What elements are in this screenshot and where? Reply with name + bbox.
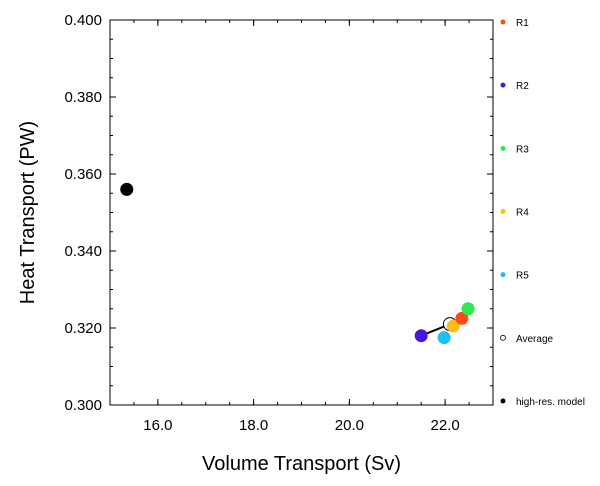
legend-marker-r4 <box>500 209 506 214</box>
legend: R1 R2 R3 R4 R5 Average high-res. model <box>500 18 585 408</box>
legend-label-average: Average <box>516 334 554 345</box>
x-tick-label: 16.0 <box>143 417 172 434</box>
x-tick-label: 22.0 <box>431 417 460 434</box>
point-r5 <box>437 331 451 345</box>
legend-label-r5: R5 <box>516 271 529 282</box>
legend-marker-average <box>500 334 506 341</box>
y-tick-label: 0.400 <box>64 12 102 29</box>
point-r4 <box>446 319 460 333</box>
y-tick-label: 0.360 <box>64 166 102 183</box>
point-r1 <box>455 311 469 325</box>
legend-marker-r5 <box>500 272 506 278</box>
legend-label-r4: R4 <box>516 208 529 219</box>
legend-label-r3: R3 <box>516 144 529 155</box>
point-high-res-model <box>120 182 134 196</box>
legend-marker-high-res-model <box>500 398 506 404</box>
legend-label-high-res-model: high-res. model <box>516 397 585 408</box>
x-tick-label: 20.0 <box>335 417 364 434</box>
y-axis-title: Heat Transport (PW) <box>17 121 39 304</box>
data-points <box>120 182 475 345</box>
y-tick-label: 0.340 <box>64 243 102 260</box>
y-axis: 0.300 0.320 0.340 0.360 0.380 0.400 <box>64 12 493 414</box>
x-axis: 16.0 18.0 20.0 22.0 <box>109 20 494 434</box>
legend-label-r1: R1 <box>516 18 529 29</box>
y-tick-label: 0.320 <box>64 320 102 337</box>
x-tick-label: 18.0 <box>239 417 268 434</box>
legend-marker-r1 <box>500 19 506 25</box>
point-r2 <box>414 329 428 343</box>
legend-marker-r2 <box>500 82 506 88</box>
plot-frame <box>109 19 494 406</box>
y-tick-label: 0.300 <box>64 397 102 414</box>
legend-marker-r3 <box>500 145 506 151</box>
legend-label-r2: R2 <box>516 81 529 92</box>
point-r3 <box>461 302 475 316</box>
y-tick-label: 0.380 <box>64 89 102 106</box>
x-axis-title: Volume Transport (Sv) <box>202 453 401 475</box>
